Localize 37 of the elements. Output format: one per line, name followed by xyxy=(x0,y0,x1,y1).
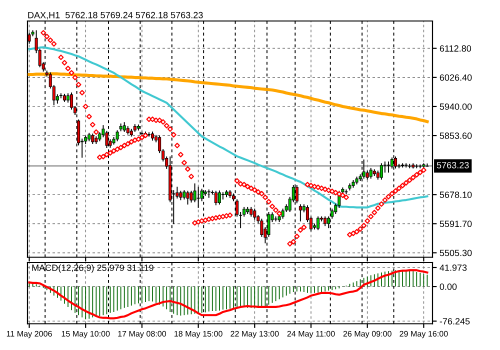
candlestick xyxy=(196,186,200,208)
chart-title: MACD(12,26,9) 25.979 31.119 xyxy=(32,264,154,273)
candlestick xyxy=(190,190,193,203)
candlestick xyxy=(186,190,190,205)
y-tick-label: 0.00 xyxy=(440,284,457,290)
candlestick xyxy=(281,208,284,219)
y-tick-label: 6026.40 xyxy=(440,74,472,81)
chart-title: DAX,H1 5762.18 5769.24 5762.18 5763.23 xyxy=(28,12,203,20)
x-tick-label: 18 May 15:00 xyxy=(174,330,222,338)
x-tick-label: 17 May 08:00 xyxy=(118,330,166,338)
y-tick-label: 6112.80 xyxy=(440,45,472,52)
y-tick-label: 5505.30 xyxy=(440,250,472,256)
candlestick xyxy=(207,189,210,198)
candlestick xyxy=(298,204,302,222)
y-tick-label: 5853.60 xyxy=(440,132,472,139)
x-tick-label: 24 May 11:00 xyxy=(287,330,335,338)
x-tick-label: 11 May 2006 xyxy=(6,330,52,338)
candlestick xyxy=(369,168,372,179)
candlestick xyxy=(218,190,221,205)
candlestick xyxy=(214,190,218,206)
y-tick-label: -76.245 xyxy=(440,318,470,324)
candlestick xyxy=(316,216,320,230)
candlestick xyxy=(116,130,119,142)
candlestick xyxy=(253,208,256,220)
x-tick-label: 22 May 13:00 xyxy=(230,330,279,338)
y-tick-label: 41.973 xyxy=(440,264,467,271)
x-tick-label: 26 May 09:00 xyxy=(343,330,392,338)
y-tick-label: 5591.70 xyxy=(440,220,472,228)
candlestick xyxy=(221,192,224,200)
x-tick-label: 15 May 10:00 xyxy=(62,330,110,338)
candlestick xyxy=(386,162,390,173)
x-tick-label: 29 May 16:00 xyxy=(400,330,448,338)
y-tick-label: 5940.00 xyxy=(440,103,472,110)
y-tick-label: 5678.10 xyxy=(440,192,472,198)
ref-line-label: 5763.23 xyxy=(436,162,469,168)
candlestick xyxy=(380,163,383,180)
candlestick xyxy=(91,134,94,144)
